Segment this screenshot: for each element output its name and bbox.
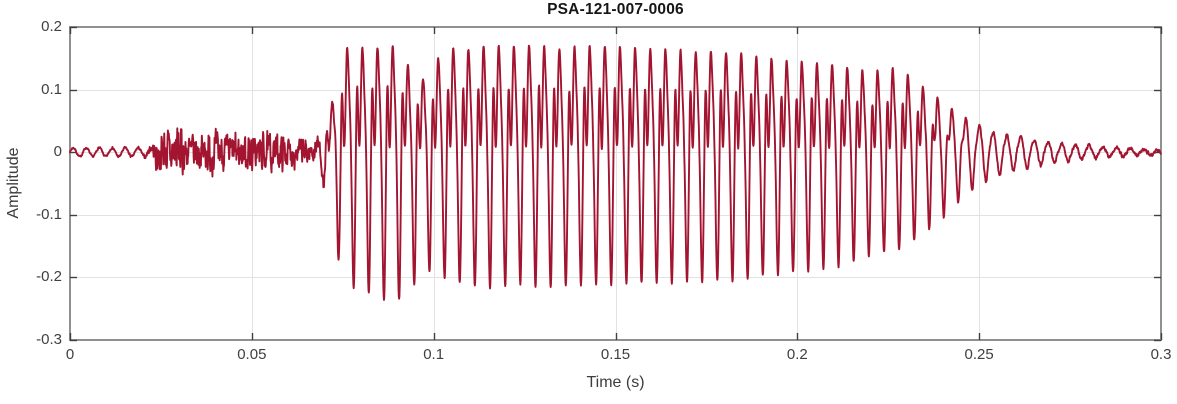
- y-tick-label--0.1: -0.1: [36, 205, 62, 223]
- y-tick-label--0.2: -0.2: [36, 268, 62, 286]
- y-tick-label-0: 0: [53, 143, 62, 161]
- y-tick-label-0.1: 0.1: [41, 80, 62, 98]
- waveform-plot-canvas: [64, 21, 1167, 346]
- x-tick-label-0: 0: [65, 346, 75, 363]
- plot-title: PSA-121-007-0006: [547, 1, 684, 18]
- x-tick-label-0.25: 0.25: [964, 346, 994, 363]
- y-tick-label--0.3: -0.3: [36, 331, 62, 348]
- x-tick-label-0.3: 0.3: [1150, 346, 1172, 363]
- y-axis-label: Amplitude: [5, 147, 22, 219]
- x-axis-label: Time (s): [586, 374, 645, 391]
- x-tick-label-0.1: 0.1: [423, 346, 445, 363]
- y-tick-label-0.2: 0.2: [41, 18, 62, 35]
- x-tick-label-0.05: 0.05: [237, 346, 267, 363]
- x-tick-label-0.2: 0.2: [786, 346, 808, 363]
- x-tick-label-0.15: 0.15: [600, 346, 631, 363]
